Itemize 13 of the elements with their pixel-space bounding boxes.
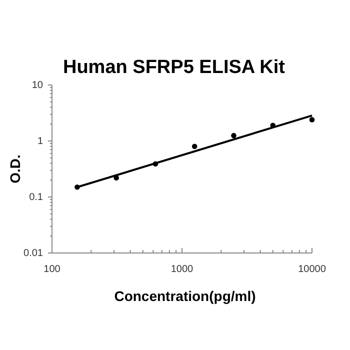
y-tick-label: 0.1: [29, 192, 44, 204]
point: [309, 117, 315, 122]
point: [192, 144, 198, 150]
point: [231, 132, 236, 138]
y-tick-label: 1: [37, 136, 44, 148]
x-tick-label: 100: [44, 264, 61, 275]
y-axis-title: O.D.: [7, 154, 23, 184]
x-tick-label: 10000: [298, 264, 326, 275]
y-tick-label: 0.01: [24, 248, 44, 260]
x-axis-title: Concentration(pg/ml): [114, 288, 256, 304]
x-tick-label: 1000: [170, 264, 194, 275]
y-tick-label: 10: [32, 80, 44, 92]
chart-title: Human SFRP5 ELISA Kit: [62, 57, 286, 78]
